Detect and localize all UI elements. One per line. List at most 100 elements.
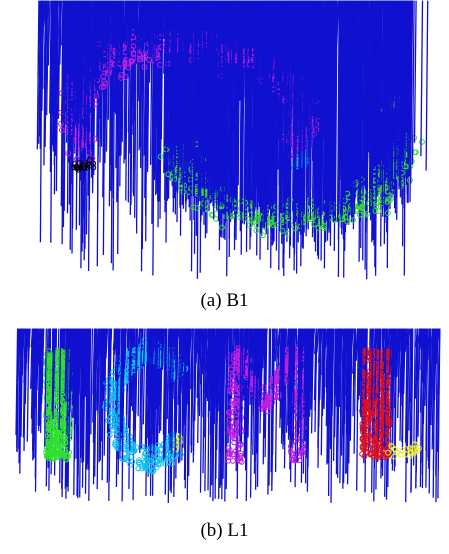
noise-point bbox=[413, 0, 417, 143]
red-point bbox=[359, 451, 366, 457]
noise-point bbox=[49, 0, 52, 114]
noise-point bbox=[400, 0, 404, 148]
green-point bbox=[244, 215, 251, 222]
noise-point bbox=[161, 0, 164, 42]
green-point bbox=[43, 445, 50, 452]
green-point bbox=[344, 218, 351, 225]
noise-point bbox=[148, 0, 152, 56]
noise-point bbox=[254, 0, 258, 212]
noise-point bbox=[52, 0, 55, 52]
noise-point bbox=[356, 0, 360, 165]
noise-point bbox=[259, 0, 263, 79]
red-point bbox=[383, 392, 390, 399]
noise-point bbox=[198, 0, 202, 57]
noise-point bbox=[90, 0, 94, 143]
cyan-point bbox=[136, 459, 143, 466]
noise-point bbox=[263, 0, 267, 229]
noise-point bbox=[307, 0, 311, 136]
noise-point bbox=[287, 0, 291, 74]
noise-point bbox=[352, 328, 356, 374]
noise-point bbox=[396, 328, 400, 344]
noise-point bbox=[228, 0, 232, 239]
noise-point bbox=[25, 328, 29, 364]
noise-point bbox=[55, 0, 59, 114]
noise-point bbox=[113, 328, 117, 355]
noise-point bbox=[389, 0, 393, 164]
noise-point bbox=[386, 0, 390, 153]
green-point bbox=[194, 205, 201, 211]
magenta-point bbox=[271, 394, 278, 401]
noise-point bbox=[425, 328, 429, 374]
noise-point bbox=[326, 0, 330, 241]
green-point bbox=[43, 413, 49, 419]
noise-point bbox=[274, 328, 278, 473]
green-point bbox=[50, 450, 57, 457]
noise-point bbox=[31, 328, 35, 428]
noise-point bbox=[132, 328, 136, 430]
noise-point bbox=[316, 328, 320, 353]
noise-point bbox=[365, 0, 369, 167]
magenta-point bbox=[263, 400, 270, 406]
noise-point bbox=[295, 0, 299, 123]
cyan-point bbox=[168, 440, 174, 447]
noise-point bbox=[352, 0, 356, 230]
noise-point bbox=[404, 0, 408, 160]
noise-point bbox=[305, 0, 309, 104]
noise-point bbox=[368, 0, 371, 153]
noise-point bbox=[171, 0, 175, 154]
cyan-point bbox=[144, 453, 151, 460]
noise-point bbox=[217, 0, 221, 50]
noise-point bbox=[125, 0, 129, 41]
cyan-point bbox=[146, 458, 153, 465]
red-point bbox=[377, 372, 384, 379]
magenta-point bbox=[265, 408, 271, 415]
noise-point bbox=[105, 0, 109, 71]
noise-point bbox=[264, 328, 268, 458]
noise-point bbox=[149, 0, 153, 58]
noise-point bbox=[38, 0, 41, 144]
noise-point bbox=[77, 0, 81, 125]
noise-point bbox=[338, 0, 342, 214]
cyan-point bbox=[110, 422, 117, 429]
noise-point bbox=[285, 0, 289, 64]
cyan-point bbox=[146, 468, 153, 474]
noise-point bbox=[133, 0, 137, 36]
noise-point bbox=[115, 0, 119, 168]
noise-point bbox=[272, 0, 276, 70]
noise-point bbox=[199, 0, 203, 201]
noise-point bbox=[153, 0, 157, 161]
scatter-plot-l1 bbox=[15, 328, 441, 504]
green-point bbox=[219, 224, 225, 231]
magenta-point bbox=[235, 423, 242, 429]
noise-point bbox=[206, 0, 210, 178]
red-point bbox=[359, 424, 366, 430]
cyan-point bbox=[123, 455, 129, 462]
noise-point bbox=[219, 0, 223, 237]
green-point bbox=[200, 200, 207, 207]
noise-point bbox=[330, 328, 334, 503]
magenta-point bbox=[58, 127, 65, 133]
noise-point bbox=[59, 0, 63, 65]
magenta-point bbox=[231, 435, 238, 442]
noise-point bbox=[120, 0, 124, 73]
cyan-point bbox=[155, 461, 162, 468]
noise-point bbox=[30, 328, 34, 419]
noise-point bbox=[18, 328, 21, 449]
noise-point bbox=[44, 0, 48, 147]
red-point bbox=[369, 420, 375, 427]
noise-point bbox=[96, 0, 100, 78]
magenta-point bbox=[100, 73, 107, 80]
noise-point bbox=[114, 0, 118, 70]
green-point bbox=[315, 225, 322, 231]
magenta-point bbox=[129, 58, 136, 65]
noise-point bbox=[218, 0, 222, 206]
noise-point bbox=[378, 0, 382, 164]
noise-point bbox=[350, 0, 354, 208]
magenta-point bbox=[237, 458, 243, 464]
green-point bbox=[209, 212, 216, 219]
noise-point bbox=[174, 0, 178, 167]
magenta-point bbox=[228, 431, 235, 438]
noise-point bbox=[340, 0, 344, 221]
noise-point bbox=[375, 0, 379, 203]
noise-point bbox=[24, 328, 28, 404]
